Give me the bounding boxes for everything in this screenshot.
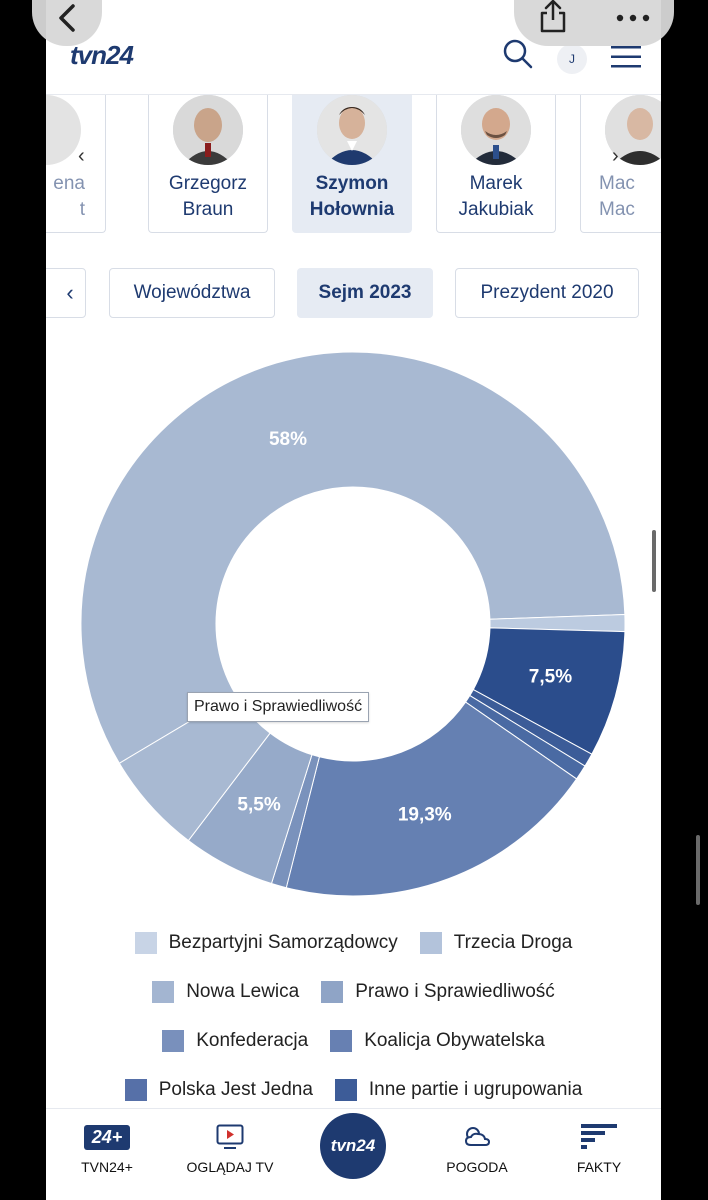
candidate-photo: [317, 95, 387, 165]
candidate-card-jakubiak[interactable]: Marek Jakubiak: [436, 95, 556, 233]
candidate-name-1: Szymon: [315, 173, 389, 194]
nav-label: FAKTY: [576, 1159, 622, 1175]
nav-ogladaj-tv[interactable]: OGLĄDAJ TV: [175, 1121, 285, 1175]
legend-swatch: [152, 980, 175, 1003]
slice-data-label: 5,5%: [237, 795, 280, 816]
legend-row: Konfederacja Koalicja Obywatelska: [46, 1016, 661, 1065]
donut-chart: 58% 7,5% 19,3% 5,5%: [80, 351, 626, 897]
nav-pogoda[interactable]: POGODA: [422, 1121, 532, 1175]
chevron-left-icon: [59, 4, 75, 32]
page-scrollbar[interactable]: [652, 530, 656, 592]
legend-item[interactable]: Koalicja Obywatelska: [330, 1029, 545, 1052]
candidate-name-2: Hołownia: [309, 199, 395, 220]
election-tabs: ‹ Województwa Sejm 2023 Prezydent 2020: [46, 268, 661, 320]
candidate-name-1: Mac: [599, 173, 635, 194]
tvn24plus-logo-icon: 24+: [83, 1124, 131, 1150]
legend-label: Prawo i Sprawiedliwość: [355, 980, 555, 1002]
nav-tvn24plus[interactable]: 24+ TVN24+: [52, 1121, 162, 1175]
slice-data-label: 58%: [269, 429, 307, 450]
nav-label: POGODA: [446, 1159, 508, 1175]
legend-swatch: [134, 931, 157, 954]
legend-item[interactable]: Nowa Lewica: [152, 980, 300, 1003]
hamburger-menu-icon[interactable]: [611, 46, 641, 73]
candidate-card-partial-right[interactable]: Mac Mac: [580, 95, 661, 233]
legend-item[interactable]: Prawo i Sprawiedliwość: [321, 980, 555, 1003]
page: tvn24 J ena t ‹ Grzegorz Braun Szymon Hołow…: [46, 0, 661, 1200]
donut-slice[interactable]: [80, 351, 626, 764]
legend-label: Bezpartyjni Samorządowcy: [168, 931, 398, 953]
site-header: tvn24 J: [46, 0, 661, 95]
candidate-card-partial[interactable]: ena t: [46, 95, 106, 233]
search-icon[interactable]: [502, 38, 534, 75]
chart-tooltip: Prawo i Sprawiedliwość: [187, 692, 370, 722]
tvn24-logo[interactable]: tvn24: [70, 40, 134, 70]
legend-row: Bezpartyjni Samorządowcy Trzecia Droga: [46, 918, 661, 967]
legend-label: Inne partie i ugrupowania: [368, 1078, 583, 1100]
share-icon[interactable]: [538, 0, 568, 39]
legend-item[interactable]: Bezpartyjni Samorządowcy: [134, 931, 398, 954]
legend-swatch: [334, 1078, 357, 1101]
candidate-name-2: Mac: [599, 199, 635, 220]
candidate-card-holownia[interactable]: Szymon Hołownia: [292, 95, 412, 233]
legend-row: Nowa Lewica Prawo i Sprawiedliwość: [46, 967, 661, 1016]
nav-label: TVN24+: [81, 1159, 133, 1175]
legend-label: Konfederacja: [196, 1029, 309, 1051]
candidate-card-braun[interactable]: Grzegorz Braun: [148, 95, 268, 233]
candidate-name-2: t: [79, 199, 85, 220]
more-options-icon[interactable]: [616, 9, 650, 27]
candidate-photo: [46, 95, 81, 165]
legend-item[interactable]: Konfederacja: [162, 1029, 309, 1052]
candidate-photo: [173, 95, 243, 165]
donut-slice[interactable]: [285, 701, 578, 897]
legend-label: Trzecia Droga: [453, 931, 573, 953]
legend-swatch: [321, 980, 344, 1003]
candidate-name-1: Marek: [469, 173, 523, 194]
tab-prezydent-2020[interactable]: Prezydent 2020: [455, 268, 639, 318]
user-avatar[interactable]: J: [557, 44, 587, 74]
left-frame: [0, 0, 46, 1200]
candidate-photo: [461, 95, 531, 165]
legend-row: Polska Jest Jedna Inne partie i ugrupowa…: [46, 1065, 661, 1114]
candidate-photo: [605, 95, 661, 165]
tv-play-icon: [175, 1121, 285, 1153]
weather-cloud-icon: [422, 1121, 532, 1153]
legend-item[interactable]: Polska Jest Jedna: [124, 1078, 313, 1101]
donut-slice[interactable]: [118, 693, 271, 842]
slice-data-label: 7,5%: [529, 666, 572, 687]
candidate-name-1: ena: [53, 173, 85, 194]
bottom-navigation: 24+ TVN24+ OGLĄDAJ TV tvn24 POGODA FAKTY: [46, 1108, 661, 1200]
candidate-carousel: ena t ‹ Grzegorz Braun Szymon Hołownia Mare…: [46, 95, 661, 235]
legend-label: Nowa Lewica: [186, 980, 300, 1002]
carousel-prev-icon[interactable]: ‹: [78, 145, 85, 167]
fakty-logo-icon: [544, 1121, 654, 1153]
carousel-next-icon[interactable]: ›: [612, 145, 619, 167]
nav-fakty[interactable]: FAKTY: [544, 1121, 654, 1175]
legend-swatch: [124, 1078, 147, 1101]
legend-swatch: [419, 931, 442, 954]
tabs-prev-button[interactable]: ‹: [46, 268, 86, 318]
legend-label: Koalicja Obywatelska: [364, 1029, 545, 1051]
nav-label: OGLĄDAJ TV: [186, 1159, 274, 1175]
tab-wojewodztwa[interactable]: Województwa: [109, 268, 275, 318]
browser-scrollbar[interactable]: [696, 835, 700, 905]
tvn24-center-logo[interactable]: tvn24: [320, 1113, 386, 1179]
chevron-left-icon: ‹: [66, 280, 74, 305]
browser-actions: [514, 0, 674, 46]
candidate-name-1: Grzegorz: [168, 173, 248, 194]
slice-data-label: 19,3%: [398, 805, 452, 826]
legend-item[interactable]: Trzecia Droga: [419, 931, 573, 954]
legend-item[interactable]: Inne partie i ugrupowania: [334, 1078, 583, 1101]
legend-swatch: [330, 1029, 353, 1052]
legend-swatch: [162, 1029, 185, 1052]
chart-legend: Bezpartyjni Samorządowcy Trzecia Droga N…: [46, 918, 661, 1114]
candidate-name-2: Braun: [182, 199, 234, 220]
legend-label: Polska Jest Jedna: [158, 1078, 313, 1100]
right-frame: [661, 0, 708, 1200]
tab-sejm-2023[interactable]: Sejm 2023: [297, 268, 433, 318]
candidate-name-2: Jakubiak: [458, 199, 534, 220]
